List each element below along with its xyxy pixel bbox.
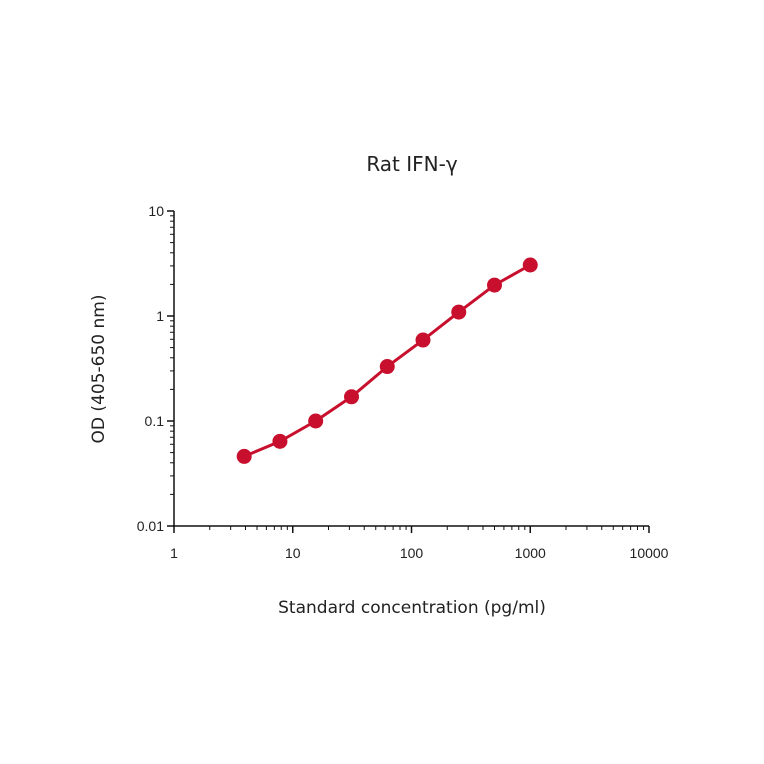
data-point bbox=[272, 433, 288, 449]
x-axis-label: Standard concentration (pg/ml) bbox=[278, 598, 546, 618]
data-series bbox=[236, 257, 538, 464]
y-axis-label: OD (405-650 nm) bbox=[89, 295, 109, 444]
y-tick-label: 1 bbox=[156, 308, 164, 324]
data-point bbox=[344, 389, 360, 405]
x-tick-label: 1000 bbox=[515, 545, 546, 561]
data-point bbox=[522, 257, 538, 273]
chart-title: Rat IFN-γ bbox=[366, 152, 457, 176]
x-tick-label: 1 bbox=[170, 545, 178, 561]
y-tick-label: 10 bbox=[148, 203, 164, 219]
x-tick-label: 10000 bbox=[630, 545, 669, 561]
data-point bbox=[236, 448, 252, 464]
y-tick-label: 0.01 bbox=[137, 518, 164, 534]
y-axis: 0.01 0.1 1 10 bbox=[137, 203, 175, 534]
x-axis: 1 10 100 1000 10000 bbox=[170, 525, 669, 561]
x-tick-label: 10 bbox=[285, 545, 301, 561]
data-point bbox=[415, 332, 431, 348]
y-tick-label: 0.1 bbox=[145, 413, 165, 429]
data-point bbox=[308, 413, 324, 429]
x-tick-label: 100 bbox=[400, 545, 424, 561]
data-point bbox=[451, 304, 467, 320]
data-point bbox=[487, 277, 503, 293]
data-point bbox=[379, 359, 395, 375]
